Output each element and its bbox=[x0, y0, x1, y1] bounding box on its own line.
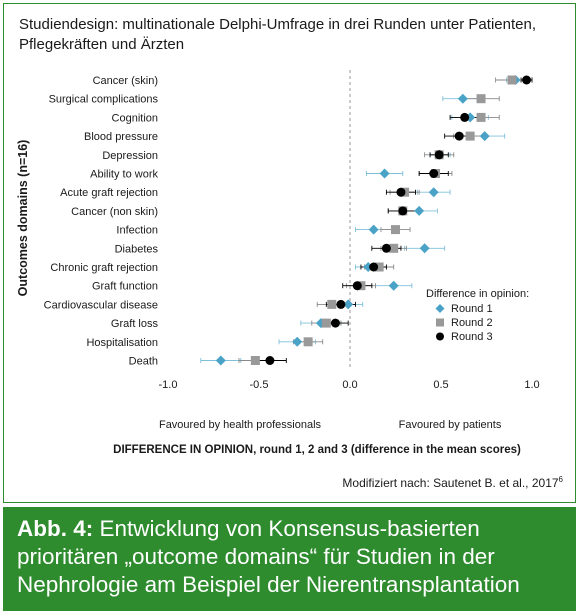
data-point-round-2 bbox=[476, 112, 486, 122]
y-axis-label: Outcomes domains (n=16) bbox=[16, 140, 30, 297]
figure-frame: Studiendesign: multinationale Delphi-Umf… bbox=[3, 3, 576, 503]
legend-entry: Round 2 bbox=[451, 317, 493, 329]
data-point-round-2 bbox=[507, 75, 517, 85]
data-point-round-2 bbox=[465, 131, 475, 141]
data-point-round-1 bbox=[215, 355, 226, 366]
data-point-round-2 bbox=[321, 318, 331, 328]
data-point-round-2 bbox=[476, 94, 486, 104]
legend-marker-round-1 bbox=[435, 304, 445, 313]
data-point-round-3 bbox=[434, 150, 444, 160]
category-label: Diabetes bbox=[115, 243, 159, 255]
x-axis-label: DIFFERENCE IN OPINION, round 1, 2 and 3 … bbox=[113, 444, 521, 456]
category-label: Infection bbox=[116, 225, 158, 237]
data-point-round-1 bbox=[479, 131, 490, 142]
x-tick-label: 0.0 bbox=[342, 379, 357, 391]
category-label: Hospitalisation bbox=[86, 337, 158, 349]
side-label-left: Favoured by health professionals bbox=[159, 419, 322, 431]
data-point-round-1 bbox=[388, 280, 399, 291]
data-point-round-1 bbox=[292, 336, 303, 347]
category-label: Death bbox=[129, 356, 158, 368]
data-point-round-3 bbox=[522, 75, 532, 85]
source-reference: 6 bbox=[558, 475, 563, 484]
forest-plot: Outcomes domains (n=16) Cancer (skin) Surg… bbox=[16, 70, 540, 456]
category-label: Acute graft rejection bbox=[60, 187, 158, 199]
category-label: Cognition bbox=[112, 112, 158, 124]
x-tick-label: 1.0 bbox=[524, 379, 539, 391]
data-point-round-2 bbox=[374, 262, 384, 272]
category-label: Surgical complications bbox=[49, 94, 159, 106]
data-point-round-1 bbox=[379, 168, 390, 179]
chart-title: Studiendesign: multinationale Delphi-Umf… bbox=[19, 16, 536, 53]
data-point-round-3 bbox=[369, 262, 379, 272]
caption-label: Abb. 4: bbox=[17, 516, 94, 541]
data-point-round-3 bbox=[460, 112, 470, 122]
data-point-round-3 bbox=[398, 206, 408, 216]
data-point-round-2 bbox=[389, 243, 399, 253]
x-tick-label: -0.5 bbox=[250, 379, 269, 391]
data-point-round-3 bbox=[336, 299, 346, 309]
data-point-round-1 bbox=[414, 205, 425, 216]
data-point-round-2 bbox=[391, 225, 400, 235]
legend-entry: Round 3 bbox=[451, 331, 493, 343]
caption-text: Entwicklung von Konsensus-basierten prio… bbox=[17, 516, 520, 597]
category-label: Graft function bbox=[92, 281, 158, 293]
legend-entry: Round 1 bbox=[451, 303, 493, 315]
figure-caption: Abb. 4: Entwicklung von Konsensus-basier… bbox=[3, 507, 576, 611]
data-point-round-3 bbox=[330, 318, 340, 328]
legend-title: Difference in opinion: bbox=[426, 288, 529, 300]
source-text: Modifiziert nach: Sautenet B. et al., 20… bbox=[342, 476, 559, 490]
x-tick-label: -1.0 bbox=[159, 379, 178, 391]
category-label: Graft loss bbox=[111, 318, 159, 330]
category-label: Cancer (non skin) bbox=[71, 206, 158, 218]
data-point-round-3 bbox=[381, 243, 391, 253]
data-point-round-3 bbox=[396, 187, 406, 197]
data-point-round-1 bbox=[428, 187, 439, 198]
category-label: Cancer (skin) bbox=[93, 75, 158, 87]
data-point-round-3 bbox=[429, 169, 439, 178]
source-note: Modifiziert nach: Sautenet B. et al., 20… bbox=[342, 475, 563, 490]
category-label: Cardiovascular disease bbox=[44, 299, 158, 311]
category-label: Blood pressure bbox=[84, 131, 158, 143]
data-point-round-1 bbox=[419, 243, 430, 254]
category-label: Chronic graft rejection bbox=[50, 262, 158, 274]
legend-marker-round-2 bbox=[436, 318, 444, 327]
legend-marker-round-3 bbox=[436, 332, 444, 341]
data-point-round-1 bbox=[368, 224, 379, 235]
category-label: Ability to work bbox=[90, 169, 158, 181]
data-point-round-1 bbox=[343, 299, 354, 310]
data-point-round-1 bbox=[457, 93, 468, 104]
category-label: Depression bbox=[102, 150, 158, 162]
data-point-round-3 bbox=[265, 356, 275, 365]
data-point-round-3 bbox=[454, 131, 464, 141]
data-point-round-2 bbox=[303, 337, 313, 347]
data-point-round-3 bbox=[352, 281, 362, 291]
data-point-round-2 bbox=[327, 299, 337, 309]
data-point-round-2 bbox=[250, 356, 260, 365]
x-tick-label: 0.5 bbox=[433, 379, 448, 391]
side-label-right: Favoured by patients bbox=[399, 419, 502, 431]
